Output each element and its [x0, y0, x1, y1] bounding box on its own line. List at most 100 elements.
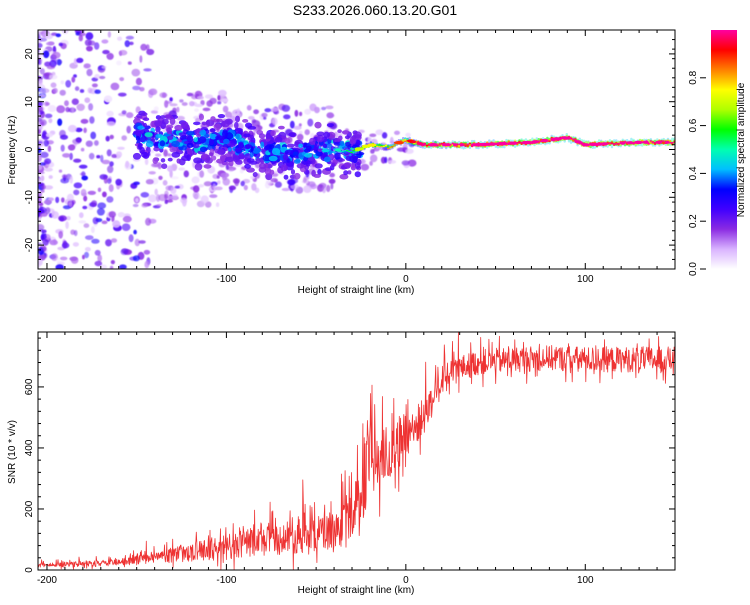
spectrogram-noise-blob [119, 264, 127, 269]
spectrogram-band-blob [324, 167, 333, 172]
spectrogram-ridge-knot [321, 149, 330, 153]
spectrogram-noise-blob [272, 117, 278, 126]
spectrogram-band-blob [354, 171, 361, 178]
spectrogram-noise-blob [384, 156, 388, 164]
spectrogram-noise-blob [274, 181, 282, 188]
spectrogram-noise-blob [38, 106, 44, 113]
snr-xtick-label: -200 [37, 575, 57, 586]
spectrogram-noise-blob [217, 180, 221, 185]
spectrogram-noise-blob [164, 193, 169, 200]
spectrogram-noise-blob [73, 58, 77, 65]
spectrogram-noise-blob [88, 103, 94, 111]
spectrogram-noise-blob [215, 202, 220, 207]
spectrogram-noise-blob [107, 165, 114, 174]
spectrogram-noise-blob [191, 94, 198, 100]
spectrogram-ridge-cell [608, 142, 612, 144]
spectrogram-ridge-knot [590, 142, 596, 146]
spectrogram-noise-blob [45, 102, 50, 106]
spectrogram-noise-blob [91, 83, 98, 88]
spectrogram-noise-blob [62, 240, 68, 249]
spectrogram-band-blob [355, 139, 361, 146]
spectrogram-band-blob [323, 131, 331, 138]
spectrogram-band-blob [282, 154, 289, 160]
spectrogram-ridge-knot [393, 141, 404, 145]
spectrogram-ridge-cell [572, 138, 575, 140]
spectrogram-noise-blob [83, 195, 88, 202]
spectrogram-ridge-cell [386, 147, 390, 150]
spectrogram-band-blob [347, 170, 352, 175]
spectrogram-noise-blob [140, 43, 148, 51]
spectrogram-noise-blob [38, 202, 44, 207]
spectrogram-noise-blob [72, 242, 79, 247]
spectrogram-band-blob [290, 169, 296, 175]
spectrogram-noise-blob [124, 40, 130, 48]
spectrogram-noise-blob [90, 131, 97, 140]
spectrogram-noise-blob [212, 183, 217, 190]
spectrogram-noise-blob [290, 184, 300, 190]
figure-title: S233.2026.060.13.20.G01 [293, 2, 457, 18]
spectrogram-noise-blob [103, 95, 113, 103]
snr-frame [37, 331, 676, 571]
spectrogram-noise-blob [38, 77, 43, 85]
spectrogram-noise-blob [76, 103, 85, 112]
spectrogram-ridge-cell [671, 142, 674, 144]
spectrogram-band-blob [305, 145, 312, 151]
spectrogram-noise-blob [139, 55, 143, 63]
spectrogram-noise-blob [121, 223, 131, 231]
spectrogram-noise-blob [222, 105, 229, 113]
spectrogram-noise-blob [108, 211, 117, 218]
spectrogram-ridge-knot [496, 142, 507, 146]
spectrogram-ridge-knot [432, 143, 438, 147]
spectrogram-band-blob [203, 164, 212, 169]
spectrogram-ridge-knot [480, 142, 486, 147]
spectrogram-noise-blob [55, 33, 61, 38]
spectrogram-ridge-knot [550, 137, 555, 142]
spectrogram-noise-blob [109, 161, 114, 167]
spectrogram-noise-blob [94, 74, 100, 79]
spectrogram-noise-blob [40, 234, 47, 240]
spectrogram-band-blob [344, 141, 352, 147]
spectrogram-noise-blob [287, 179, 296, 186]
spectrogram-noise-blob [80, 188, 87, 197]
spectrogram-band-blob [245, 144, 252, 149]
spectrogram-noise-blob [109, 265, 114, 269]
spectrogram-noise-blob [83, 223, 90, 228]
spectrogram-ridge-knot [511, 141, 517, 145]
spectrogram-noise-blob [102, 49, 110, 55]
spectrogram-ridge-knot [636, 140, 641, 144]
spectrogram-noise-blob [43, 200, 52, 205]
spectrogram-band-blob [283, 174, 289, 180]
spectrogram-band-blob [215, 135, 224, 141]
spectrogram-noise-blob [120, 248, 128, 256]
spectrogram-band-blob [268, 155, 278, 162]
spectrogram-noise-blob [131, 68, 141, 77]
spectrogram-noise-blob [38, 43, 43, 48]
spectrogram-noise-blob [144, 260, 150, 269]
spectrogram-band-blob [356, 151, 362, 159]
spectrogram-noise-blob [222, 178, 231, 186]
spectrogram-xtick-label: -100 [216, 274, 236, 285]
spectrogram-band-blob [243, 133, 251, 138]
spectrogram-noise-blob [69, 176, 74, 184]
spectrogram-band-blob [169, 146, 177, 153]
spectrogram-noise-blob [296, 133, 304, 141]
spectrogram-ridge-cell [669, 142, 672, 144]
spectrogram-noise-blob [78, 164, 88, 169]
spectrogram-band-blob [186, 148, 193, 156]
spectrogram-ridge-cell [466, 143, 469, 146]
spectrogram-noise-blob [56, 257, 61, 263]
spectrogram-band-blob [155, 133, 163, 138]
colorbar-tick-label: 0.2 [688, 214, 699, 228]
colorbar-tick-label: 0.0 [688, 262, 699, 276]
spectrogram-noise-blob [118, 49, 128, 56]
spectrogram-noise-blob [369, 133, 377, 138]
spectrogram-band-blob [235, 133, 240, 140]
spectrogram-band-blob [216, 118, 223, 123]
spectrogram-noise-blob [148, 171, 156, 175]
spectrogram-noise-blob [183, 170, 189, 178]
snr-ytick-label: 200 [24, 500, 35, 517]
snr-ytick-label: 0 [24, 567, 35, 573]
spectrogram-band-blob [258, 166, 267, 173]
spectrogram-noise-blob [94, 42, 100, 50]
spectrogram-noise-blob [143, 249, 151, 255]
